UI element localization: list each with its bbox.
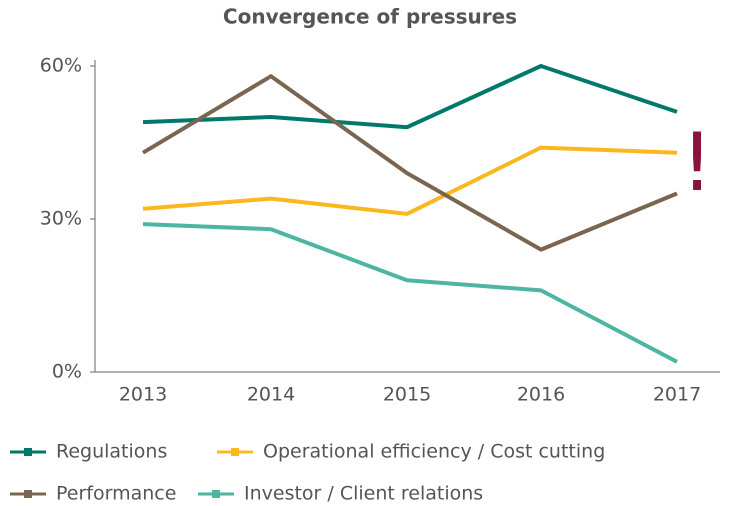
x-tick-label: 2015 bbox=[383, 384, 431, 406]
y-tick-label: 0% bbox=[52, 361, 82, 383]
x-tick-label: 2017 bbox=[653, 384, 701, 406]
series-line bbox=[142, 64, 678, 130]
legend-marker bbox=[231, 448, 239, 456]
series-line bbox=[141, 74, 678, 252]
y-tick-label: 30% bbox=[40, 208, 82, 230]
legend-label: Operational efficiency / Cost cutting bbox=[263, 441, 605, 463]
x-tick-label: 2013 bbox=[119, 384, 167, 406]
legend-marker bbox=[24, 448, 32, 456]
series-line bbox=[142, 145, 678, 216]
legend-label: Investor / Client relations bbox=[244, 483, 483, 505]
legend-label: Regulations bbox=[56, 441, 167, 463]
legend-label: Performance bbox=[56, 483, 176, 505]
annotation: ! bbox=[681, 116, 713, 209]
series-line bbox=[142, 222, 678, 364]
y-tick-label: 60% bbox=[40, 55, 82, 77]
x-tick-label: 2014 bbox=[247, 384, 295, 406]
legend-marker bbox=[24, 490, 32, 498]
x-tick-label: 2016 bbox=[517, 384, 565, 406]
legend-marker bbox=[212, 490, 220, 498]
chart-title: Convergence of pressures bbox=[223, 5, 517, 29]
